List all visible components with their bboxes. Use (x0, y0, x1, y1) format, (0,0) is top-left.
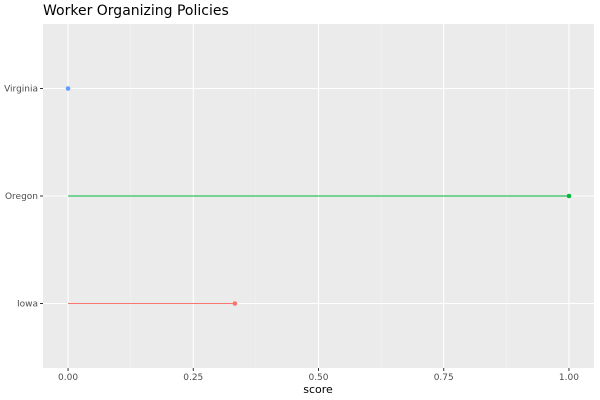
x-axis-title: score (303, 383, 333, 396)
x-tick-label: 0.75 (434, 373, 454, 383)
data-marks (65, 86, 572, 306)
x-tick-label: 0.25 (183, 373, 203, 383)
data-point (232, 301, 238, 306)
x-tick-label: 0.00 (58, 373, 78, 383)
x-axis: 0.00 0.25 0.50 0.75 1.00 (58, 368, 579, 383)
data-point (65, 86, 71, 91)
y-tick-label: Iowa (17, 300, 38, 310)
x-tick-label: 1.00 (559, 373, 579, 383)
data-point (566, 193, 572, 199)
y-tick-label: Oregon (5, 192, 38, 202)
x-tick-label: 0.50 (308, 373, 328, 383)
y-tick-label: Virginia (4, 85, 38, 95)
chart-title: Worker Organizing Policies (43, 3, 229, 19)
y-axis: Iowa Oregon Virginia (4, 85, 43, 310)
